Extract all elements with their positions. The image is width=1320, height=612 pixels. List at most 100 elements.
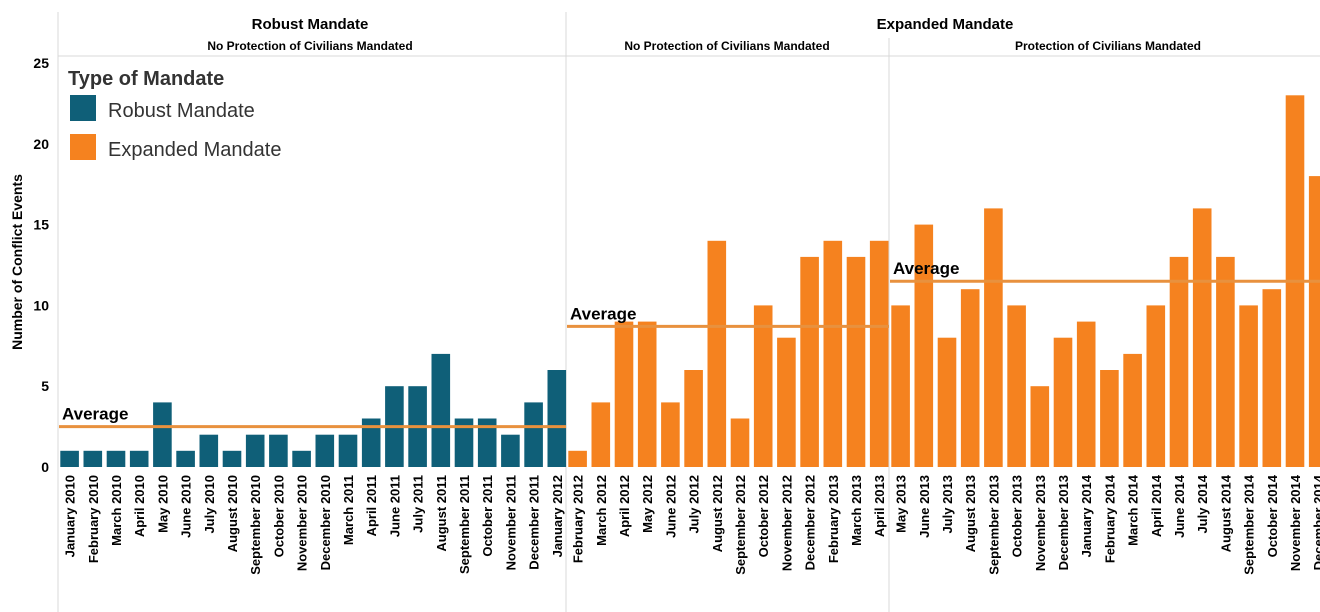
bar [753, 305, 773, 467]
x-tick-label: March 2012 [594, 475, 609, 546]
x-tick-label: July 2012 [687, 475, 702, 534]
bar [1239, 305, 1258, 467]
x-tick-label: March 2010 [109, 475, 124, 546]
y-tick-label: 25 [33, 55, 49, 71]
x-tick-label: March 2013 [849, 475, 864, 546]
x-tick-label: April 2014 [1149, 474, 1164, 537]
x-tick-label: January 2010 [63, 475, 78, 557]
bar [1053, 337, 1073, 467]
average-lines: Average Average Average [59, 259, 1320, 429]
bar [431, 353, 451, 467]
bar [1123, 353, 1142, 467]
bar [661, 402, 680, 467]
legend: Type of Mandate Robust Mandate Expanded … [68, 68, 281, 161]
average-label: Average [570, 304, 636, 323]
bar [960, 289, 980, 467]
x-tick-label: November 2013 [1033, 475, 1048, 571]
bar [707, 240, 727, 467]
bar [568, 450, 587, 467]
bar [60, 450, 79, 467]
legend-label-robust: Robust Mandate [108, 100, 255, 122]
legend-label-expanded: Expanded Mandate [108, 139, 281, 161]
bar [614, 321, 634, 467]
x-tick-label: September 2012 [733, 475, 748, 575]
bar [846, 256, 866, 467]
bar [777, 337, 796, 467]
x-tick-label: June 2013 [917, 475, 932, 538]
x-tick-label: May 2012 [640, 475, 655, 533]
bar [730, 418, 750, 467]
x-tick-label: September 2011 [457, 475, 472, 574]
x-tick-label: August 2013 [963, 475, 978, 552]
bars [60, 95, 1320, 468]
bar [547, 370, 567, 467]
y-axis-ticks: 0 5 10 15 20 25 [33, 55, 49, 475]
bar [1100, 370, 1119, 467]
x-tick-label: October 2014 [1265, 474, 1280, 557]
x-tick-label: September 2013 [986, 475, 1001, 575]
x-axis-labels: January 2010 February 2010 March 2010 April… [63, 474, 1320, 575]
bar [245, 434, 265, 467]
x-tick-label: June 2014 [1172, 474, 1187, 538]
bar [1262, 289, 1282, 467]
y-tick-label: 5 [41, 378, 49, 394]
bar [501, 434, 520, 467]
x-tick-label: February 2012 [571, 475, 586, 563]
bar [129, 450, 149, 467]
x-tick-label: March 2014 [1126, 474, 1141, 546]
bar [1216, 256, 1235, 467]
bar [524, 402, 543, 467]
x-tick-label: July 2014 [1195, 474, 1210, 533]
bar [937, 337, 957, 467]
bar [591, 402, 611, 467]
bar [338, 434, 358, 467]
x-tick-label: October 2013 [1010, 475, 1025, 557]
y-axis-label: Number of Conflict Events [9, 174, 25, 350]
x-tick-label: February 2013 [826, 475, 841, 563]
x-tick-label: February 2010 [86, 475, 101, 563]
x-tick-label: November 2014 [1288, 474, 1303, 571]
x-tick-label: April 2012 [617, 475, 632, 537]
x-tick-label: June 2010 [179, 475, 194, 538]
bar [1169, 256, 1189, 467]
x-tick-label: September 2014 [1242, 474, 1257, 574]
x-tick-label: September 2010 [248, 475, 263, 575]
x-tick-label: June 2012 [663, 475, 678, 538]
x-tick-label: October 2010 [271, 475, 286, 557]
x-tick-label: August 2011 [434, 475, 449, 552]
header-expanded-mandate: Expanded Mandate [877, 16, 1014, 33]
bar [1007, 305, 1026, 467]
panel-label-1: No Protection of Civilians Mandated [207, 39, 412, 53]
x-tick-label: December 2011 [527, 475, 542, 570]
x-tick-label: June 2011 [387, 475, 402, 537]
bar [454, 418, 474, 467]
bar [823, 240, 843, 467]
x-tick-label: August 2014 [1218, 474, 1233, 552]
x-tick-label: January 2012 [550, 475, 565, 557]
x-tick-label: November 2012 [779, 475, 794, 571]
bar [106, 450, 126, 467]
panel-label-2: No Protection of Civilians Mandated [624, 39, 829, 53]
y-tick-label: 10 [33, 297, 49, 313]
x-tick-label: July 2010 [202, 475, 217, 534]
panel-label-3: Protection of Civilians Mandated [1015, 39, 1201, 53]
legend-title: Type of Mandate [68, 68, 224, 90]
x-tick-label: July 2013 [940, 475, 955, 534]
y-tick-label: 20 [33, 136, 49, 152]
bar [1076, 321, 1096, 467]
x-tick-label: December 2014 [1311, 474, 1320, 570]
x-tick-label: November 2010 [295, 475, 310, 571]
average-label: Average [62, 405, 128, 424]
x-tick-label: August 2010 [225, 475, 240, 552]
bar [315, 434, 335, 467]
y-tick-label: 0 [41, 459, 49, 475]
average-label: Average [893, 259, 959, 278]
x-tick-label: January 2014 [1079, 474, 1094, 557]
y-tick-label: 15 [33, 217, 49, 233]
bar [1308, 176, 1320, 467]
legend-swatch-robust [70, 95, 96, 121]
bar [869, 240, 889, 467]
bar [153, 402, 172, 467]
bar [914, 224, 934, 467]
x-tick-label: April 2013 [872, 475, 887, 537]
